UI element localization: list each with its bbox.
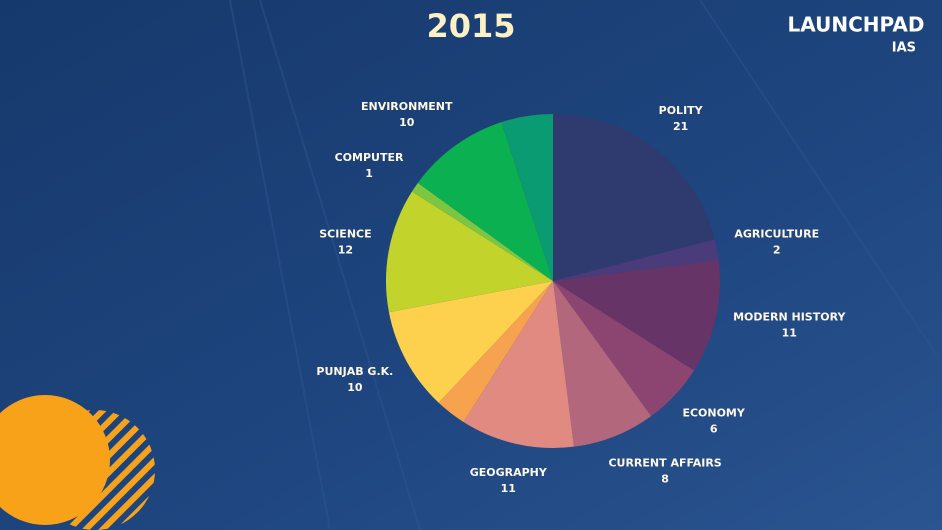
pie-slice [553,281,695,417]
pie-slice [417,122,553,282]
chart-title: 2015 [426,7,515,45]
slice-label: CURRENT AFFAIRS [608,457,721,470]
slice-label: GEOGRAPHY [470,466,548,479]
pie-slice [438,281,553,423]
background-lines [229,0,941,530]
slice-value: 11 [782,327,797,340]
pie-slice [553,239,719,281]
slice-value: 11 [501,482,516,495]
brand-name: LAUNCHPAD [788,13,925,37]
slice-label: MODERN HISTORY [733,311,846,324]
slice-label: COMPUTER [335,151,404,164]
pie-slice [463,281,574,448]
decor-circle [0,395,110,525]
brand-sub: IAS [892,41,916,56]
pie-slice [553,114,715,281]
slice-value: 8 [661,473,669,486]
slice-label: POLITY [659,104,704,117]
slice-value: 21 [673,120,688,133]
pie-slice [553,260,720,371]
slice-label: AGRICULTURE [734,228,819,241]
slice-label: PUNJAB G.K. [316,365,393,378]
slice-label: SCIENCE [319,228,371,241]
pie-slice [386,191,553,313]
slice-value: 6 [710,422,718,435]
slice-value: 2 [773,244,781,257]
slice-value: 1 [365,167,373,180]
slice-label: ECONOMY [682,406,745,419]
slice-value: 10 [347,381,363,394]
slice-label: ENVIRONMENT [361,100,453,113]
pie-slice [388,281,553,403]
slice-value: 10 [399,116,415,129]
pie-slice [553,281,652,447]
pie: POLITY 21 AGRICULTURE 2 MODERN HISTORY 11 ECON… [316,100,846,495]
pie-slice [411,182,553,281]
pie-slice [501,114,553,281]
slice-value: 12 [338,244,353,257]
